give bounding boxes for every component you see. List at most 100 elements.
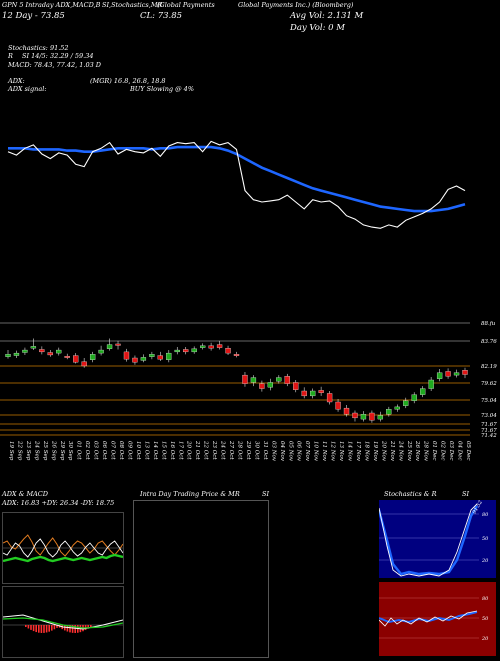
macd-histogram-bar <box>40 625 43 633</box>
candle-body <box>208 345 214 349</box>
date-tick-label: 24 Oct <box>220 440 226 460</box>
candle-body <box>318 390 324 393</box>
candle-body <box>98 349 104 354</box>
candle-body <box>445 371 451 377</box>
date-tick-label: 05 Dec <box>465 441 471 461</box>
date-tick-label: 01 Dec <box>431 441 437 461</box>
macd-histogram-bar <box>90 625 92 628</box>
macd-histogram-bar <box>64 625 66 631</box>
candle-body <box>310 390 316 397</box>
candle-body <box>403 400 409 406</box>
date-tick-label: 12 Nov <box>330 441 336 462</box>
candle-body <box>5 354 11 357</box>
date-tick-label: 28 Nov <box>423 440 429 462</box>
date-tick-label: 19 Nov <box>372 441 378 462</box>
candle-body <box>166 352 172 360</box>
header-day-vol: Day Vol: 0 M <box>290 23 345 33</box>
candle-body <box>436 372 443 379</box>
macd-histogram-bar <box>74 625 76 633</box>
macd-histogram-bar <box>43 625 45 633</box>
candle-body <box>123 351 130 360</box>
candle-body <box>343 407 350 415</box>
adx-panel <box>2 512 124 584</box>
candle-body <box>73 355 79 363</box>
header-line1-right: Global Payments Inc.) (Bloomberg) <box>238 1 354 9</box>
panel-adx-values: ADX: 16.83 +DY: 26.34 -DY: 18.75 <box>2 499 115 507</box>
candle-body <box>30 346 37 349</box>
date-tick-label: 02 Dec <box>440 441 446 461</box>
candle-body <box>81 361 87 367</box>
price-level-label: 79.62 <box>481 381 497 387</box>
date-tick-label: 03 Dec <box>448 441 454 461</box>
stoch-k-line <box>378 503 478 577</box>
adx-label: ADX: <box>8 77 25 85</box>
si-level-label: 50 <box>482 616 489 622</box>
date-tick-label: 17 Oct <box>177 441 183 460</box>
macd-histogram-bar <box>51 625 53 631</box>
macd-histogram-bar <box>25 625 27 627</box>
candle-body <box>64 356 70 358</box>
candle-body <box>250 377 257 383</box>
adx-plus-di-line <box>2 534 124 557</box>
candle-body <box>394 406 400 410</box>
macd-histogram-bar <box>32 625 35 632</box>
macd-histogram-bar <box>53 625 56 630</box>
date-tick-label: 14 Nov <box>347 441 353 462</box>
date-tick-label: 20 Oct <box>186 440 192 460</box>
price-level-label: 71.67 <box>481 428 497 434</box>
candle-body <box>276 377 282 382</box>
header-line2-left: 12 Day - 73.85 <box>2 11 65 21</box>
adx-minus-di-line <box>2 538 124 558</box>
header-line1-mid: SI,Stochastics,MR <box>102 1 163 9</box>
stoch-panel: 80 50 20 91.52 <box>377 500 496 578</box>
candle-body <box>225 348 231 354</box>
candle-body <box>335 401 341 410</box>
candle-body <box>360 414 367 420</box>
candle-body <box>259 383 265 389</box>
candle-body <box>453 372 460 376</box>
price-level-label: 75.04 <box>481 398 497 404</box>
adx-line <box>2 553 124 563</box>
candle-body <box>89 354 96 360</box>
date-tick-label: 23 Sep <box>25 440 31 461</box>
date-tick-label: 07 Nov <box>304 441 310 462</box>
candle-body <box>411 394 417 401</box>
date-tick-label: 07 Oct <box>110 441 116 460</box>
ma-line <box>8 145 466 213</box>
date-tick-label: 05 Nov <box>287 441 293 462</box>
candle-body <box>157 355 163 360</box>
price-level-label: 71.42 <box>481 433 497 439</box>
panel-adx-macd-title: ADX & MACD <box>2 490 48 498</box>
candle-body <box>326 393 333 403</box>
candle-body <box>140 357 147 361</box>
si-level-label: 80 <box>482 596 489 602</box>
macd-histogram-bar <box>45 625 48 633</box>
candle-body <box>216 344 223 348</box>
date-tick-label: 16 Oct <box>169 441 175 460</box>
macd-histogram-bar <box>69 625 71 633</box>
header-close: CL: 73.85 <box>140 11 183 21</box>
macd-histogram-bar <box>87 625 89 629</box>
date-tick-label: 06 Nov <box>296 441 302 462</box>
panel-stoch-title: Stochastics & R <box>384 490 437 498</box>
stoch-level-label: 50 <box>482 536 489 542</box>
candle-body <box>183 349 189 353</box>
date-tick-label: 22 Oct <box>203 440 209 460</box>
main-chart: 88.fu 83.76 82.19 79.62 75.04 73.04 71.6771.67… <box>0 140 497 462</box>
candle-body <box>352 412 358 419</box>
date-tick-label: 29 Sep <box>59 440 65 461</box>
date-tick-label: 08 Oct <box>118 441 124 460</box>
price-level-label: 82.19 <box>481 364 497 370</box>
date-tick-label: 10 Nov <box>313 441 319 462</box>
candle-body <box>301 390 307 397</box>
date-tick-label: 20 Nov <box>380 440 386 462</box>
candle-body <box>462 370 468 375</box>
candle-body <box>377 415 384 420</box>
header-line1-mid2: (Global Payments <box>157 1 215 9</box>
candle-body <box>47 352 53 356</box>
date-tick-label: 09 Oct <box>126 441 132 460</box>
candle-body <box>191 348 197 353</box>
date-tick-label: 31 Oct <box>262 441 268 460</box>
candle-body <box>115 343 121 346</box>
candle-body <box>22 349 28 353</box>
